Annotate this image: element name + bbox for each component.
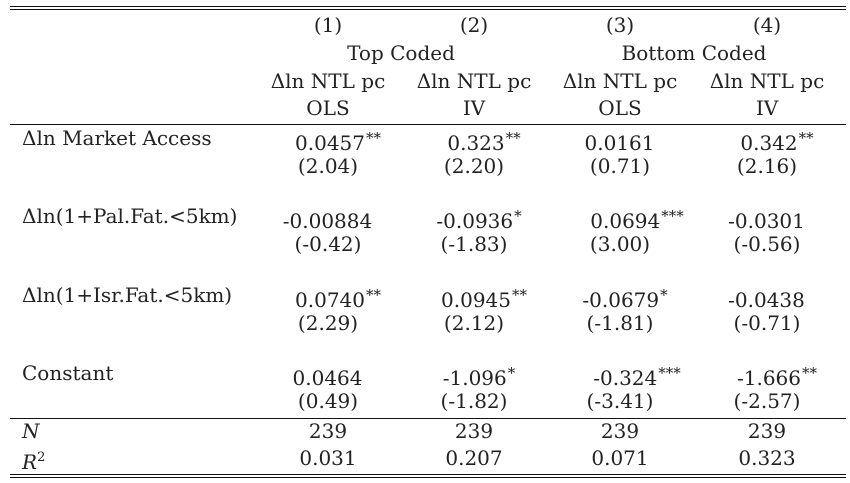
stats-rule <box>10 418 846 419</box>
row-label: Δln(1+Isr.Fat.<5km) <box>22 283 233 307</box>
stat-value: 239 <box>600 419 640 443</box>
col-dep-var: Δln NTL pc <box>270 69 386 93</box>
tstat-cell: (2.12) <box>443 311 505 335</box>
row-label: Δln Market Access <box>22 126 212 150</box>
coef-cell: -0.00884 <box>283 205 373 232</box>
coef-cell: -0.0679* <box>582 284 667 311</box>
stat-value: 0.031 <box>299 446 357 470</box>
stat-value: 0.071 <box>591 446 649 470</box>
col-dep-var: Δln NTL pc <box>562 69 678 93</box>
group-header-bottom-coded: Bottom Coded <box>621 41 767 65</box>
stat-value: 239 <box>454 419 494 443</box>
col-method: IV <box>462 96 486 120</box>
signif-stars: ** <box>511 286 527 304</box>
signif-stars: *** <box>658 364 681 382</box>
row-label: Constant <box>22 361 114 385</box>
coef-cell: -0.0301 <box>728 205 806 232</box>
signif-stars: * <box>507 364 516 382</box>
coef-cell: 0.0464 <box>293 362 364 389</box>
header-rule <box>10 124 846 125</box>
top-rule-inner <box>10 9 846 10</box>
col-number: (2) <box>459 13 489 37</box>
stat-value: 0.323 <box>738 446 796 470</box>
coef-value: 0.323 <box>447 131 505 155</box>
col-method: OLS <box>306 96 350 120</box>
stat-label-n: N <box>22 419 40 443</box>
coef-cell: 0.0694*** <box>590 205 683 232</box>
coef-value: -1.666 <box>736 366 802 390</box>
coef-cell: 0.0161 <box>585 127 656 154</box>
signif-stars: * <box>514 207 522 225</box>
tstat-cell: (0.71) <box>589 154 651 178</box>
col-number: (1) <box>313 13 343 37</box>
signif-stars: ** <box>365 286 381 304</box>
col-method: IV <box>755 96 779 120</box>
coef-cell: -1.666** <box>737 362 817 389</box>
coef-value: 0.0945 <box>441 288 511 312</box>
coef-cell: 0.323** <box>447 127 520 154</box>
tstat-cell: (-0.42) <box>294 232 362 256</box>
signif-stars: ** <box>505 129 521 147</box>
coef-cell: 0.342** <box>740 127 813 154</box>
bottom-rule-inner <box>10 477 846 478</box>
signif-stars: ** <box>802 364 818 382</box>
coef-value: 0.0464 <box>292 366 363 390</box>
signif-stars: *** <box>661 207 684 225</box>
coef-value: -0.0936 <box>436 209 514 233</box>
tstat-cell: (-1.81) <box>586 311 654 335</box>
coef-value: -0.324 <box>593 366 658 390</box>
bottom-rule <box>10 474 846 475</box>
coef-cell: 0.0457** <box>295 127 381 154</box>
top-rule <box>10 6 846 7</box>
stat-label-r2: R2 <box>22 447 45 473</box>
col-method: OLS <box>598 96 642 120</box>
tstat-cell: (2.20) <box>443 154 505 178</box>
coef-value: 0.0161 <box>584 131 655 155</box>
tstat-cell: (-3.41) <box>586 389 654 413</box>
tstat-cell: (2.16) <box>736 154 798 178</box>
coef-cell: -1.096* <box>443 362 516 389</box>
tstat-cell: (2.29) <box>297 311 359 335</box>
coef-value: 0.0457 <box>295 131 365 155</box>
signif-stars: * <box>660 286 668 304</box>
tstat-cell: (-2.57) <box>733 389 801 413</box>
coef-cell: -0.0936* <box>436 205 521 232</box>
stat-value: 239 <box>747 419 787 443</box>
coef-value: -0.0438 <box>728 288 805 312</box>
tstat-cell: (0.49) <box>297 389 359 413</box>
row-label: Δln(1+Pal.Fat.<5km) <box>22 204 238 228</box>
coef-value: 0.342 <box>740 131 798 155</box>
coef-cell: -0.324*** <box>593 362 681 389</box>
col-dep-var: Δln NTL pc <box>416 69 532 93</box>
col-dep-var: Δln NTL pc <box>709 69 825 93</box>
tstat-cell: (-0.71) <box>733 311 801 335</box>
coef-cell: 0.0945** <box>441 284 527 311</box>
group-header-top-coded: Top Coded <box>347 41 455 65</box>
coef-value: 0.0740 <box>295 288 365 312</box>
coef-cell: -0.0438 <box>728 284 806 311</box>
coef-cell: 0.0740** <box>295 284 381 311</box>
coef-value: -1.096 <box>442 366 507 390</box>
tstat-cell: (2.04) <box>297 154 359 178</box>
tstat-cell: (-1.82) <box>440 389 508 413</box>
r-superscript: 2 <box>37 450 46 465</box>
stat-value: 0.207 <box>445 446 503 470</box>
coef-value: -0.0679 <box>582 288 660 312</box>
coef-value: 0.0694 <box>590 209 661 233</box>
signif-stars: ** <box>798 129 814 147</box>
tstat-cell: (-0.56) <box>733 232 801 256</box>
col-number: (4) <box>752 13 782 37</box>
col-number: (3) <box>605 13 635 37</box>
coef-value: -0.00884 <box>282 209 373 233</box>
r-symbol: R <box>22 450 38 474</box>
stat-value: 239 <box>308 419 348 443</box>
tstat-cell: (-1.83) <box>440 232 508 256</box>
tstat-cell: (3.00) <box>589 232 651 256</box>
coef-value: -0.0301 <box>728 209 805 233</box>
signif-stars: ** <box>365 129 381 147</box>
